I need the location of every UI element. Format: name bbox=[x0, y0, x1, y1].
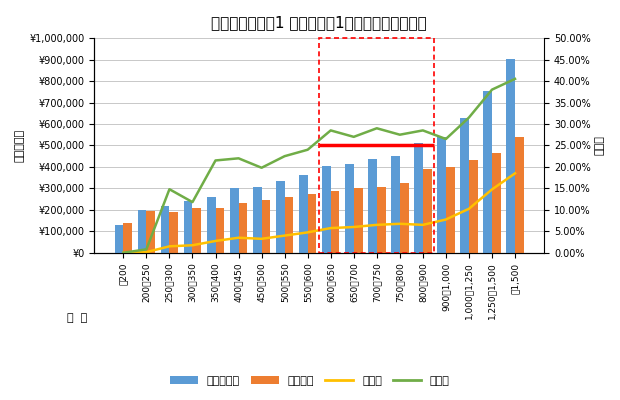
Bar bbox=[239, 203, 247, 253]
Bar bbox=[299, 175, 308, 253]
Bar bbox=[414, 143, 423, 253]
Bar bbox=[483, 91, 492, 253]
Bar bbox=[169, 212, 178, 253]
Bar bbox=[345, 164, 354, 253]
Bar bbox=[368, 159, 377, 253]
Bar bbox=[354, 188, 363, 253]
Bar bbox=[285, 197, 293, 253]
Bar bbox=[161, 206, 169, 253]
Text: 年  収: 年 収 bbox=[67, 313, 87, 323]
Bar bbox=[262, 200, 270, 253]
Bar bbox=[184, 201, 192, 253]
Bar bbox=[308, 194, 316, 253]
Bar bbox=[253, 187, 262, 253]
Bar bbox=[507, 58, 515, 253]
Y-axis label: 貯蓄率: 貯蓄率 bbox=[595, 136, 605, 155]
Title: 年間収入階級別1 世帯当たり1か月間の収入と支出: 年間収入階級別1 世帯当たり1か月間の収入と支出 bbox=[211, 15, 427, 30]
Bar bbox=[423, 170, 432, 253]
Bar bbox=[469, 160, 477, 253]
Y-axis label: 可処分所得: 可処分所得 bbox=[15, 129, 25, 162]
Bar bbox=[276, 181, 285, 253]
Bar bbox=[330, 190, 340, 253]
Bar bbox=[492, 153, 501, 253]
Bar bbox=[216, 208, 224, 253]
Bar bbox=[377, 187, 386, 253]
Bar bbox=[460, 118, 469, 253]
Bar bbox=[192, 208, 202, 253]
Bar bbox=[515, 137, 524, 253]
Bar bbox=[146, 211, 155, 253]
Bar bbox=[319, 38, 435, 253]
Bar bbox=[123, 223, 132, 253]
Bar bbox=[391, 156, 400, 253]
Bar bbox=[400, 183, 409, 253]
Bar bbox=[206, 196, 216, 253]
Bar bbox=[138, 210, 146, 253]
Bar bbox=[322, 166, 330, 253]
Bar bbox=[446, 167, 454, 253]
Bar bbox=[115, 226, 123, 253]
Bar bbox=[230, 188, 239, 253]
Legend: 可処分所得, 消費支出, 黒字額, 貯蓄率: 可処分所得, 消費支出, 黒字額, 貯蓄率 bbox=[166, 372, 454, 390]
Bar bbox=[437, 137, 446, 253]
